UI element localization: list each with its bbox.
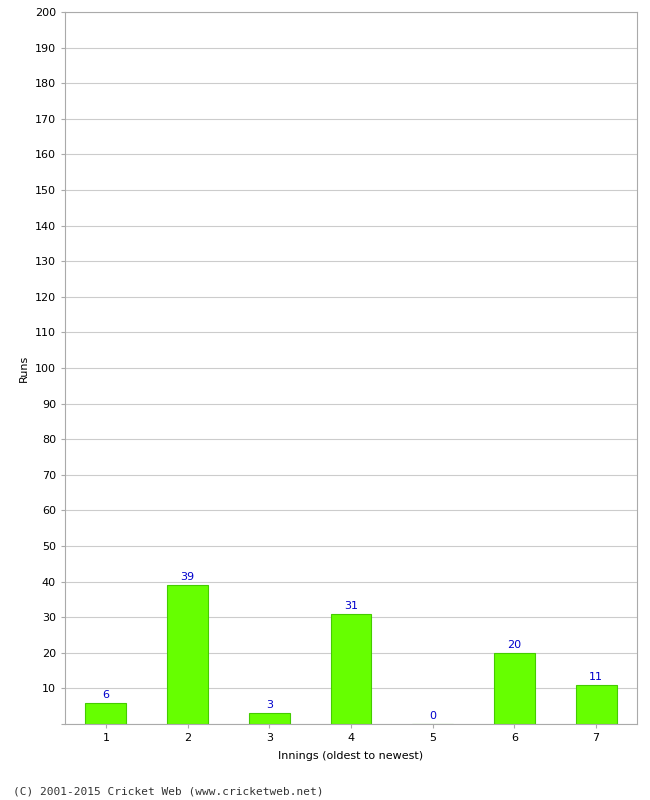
Text: 11: 11 bbox=[589, 672, 603, 682]
Bar bbox=[494, 653, 535, 724]
Text: 20: 20 bbox=[508, 640, 521, 650]
Bar bbox=[167, 585, 208, 724]
Text: 0: 0 bbox=[429, 711, 436, 721]
Text: 39: 39 bbox=[181, 572, 194, 582]
X-axis label: Innings (oldest to newest): Innings (oldest to newest) bbox=[278, 751, 424, 762]
Text: 3: 3 bbox=[266, 701, 273, 710]
Text: 6: 6 bbox=[102, 690, 109, 700]
Bar bbox=[331, 614, 371, 724]
Y-axis label: Runs: Runs bbox=[20, 354, 29, 382]
Text: (C) 2001-2015 Cricket Web (www.cricketweb.net): (C) 2001-2015 Cricket Web (www.cricketwe… bbox=[13, 786, 324, 796]
Bar bbox=[576, 685, 617, 724]
Bar bbox=[85, 702, 126, 724]
Bar bbox=[249, 714, 290, 724]
Text: 31: 31 bbox=[344, 601, 358, 610]
